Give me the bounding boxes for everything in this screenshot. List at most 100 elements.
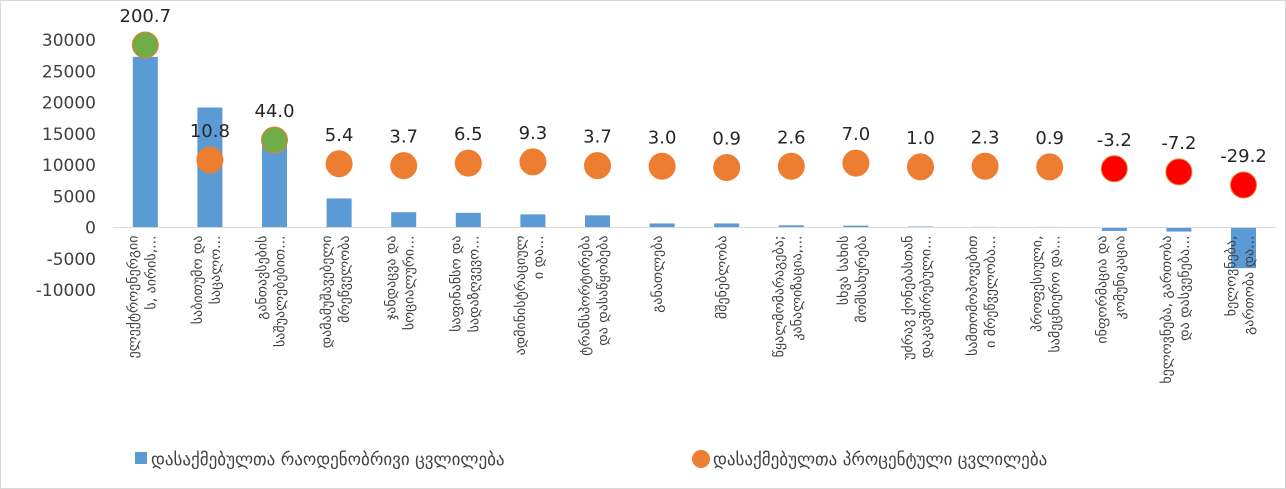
category-label: ხელოვნება, გართობა და...	[1224, 236, 1258, 335]
data-label: 5.4	[325, 125, 354, 146]
category-label: წყალმომარაგება; კანალიზაცია,...	[770, 236, 805, 358]
category-label-line: მომსახურება	[853, 236, 870, 323]
category-label: სხვა სახის მომსახურება	[836, 236, 870, 323]
marker-point	[648, 152, 676, 180]
category-label: დამამუშავებელი მრეწველობა	[319, 236, 353, 349]
data-label: 10.8	[190, 121, 230, 142]
bar	[132, 56, 158, 228]
category-label-line: მშენებლობა	[715, 236, 731, 320]
y-tick-label: 10000	[42, 156, 96, 176]
y-tick-label: -10000	[36, 281, 96, 301]
category-label-line: პროფესიული,	[1029, 236, 1046, 332]
bar	[455, 212, 481, 228]
marker-series	[131, 31, 1257, 199]
data-label: 44.0	[254, 101, 294, 122]
y-tick-label: 25000	[42, 62, 96, 82]
bar	[520, 214, 546, 228]
category-label-line: ხელოვნება,	[1224, 236, 1240, 317]
y-tick-label: -5000	[47, 250, 96, 270]
category-label: ტრანსპორტირება და დასაწყობება	[577, 236, 612, 356]
marker-point	[454, 149, 482, 177]
bar	[262, 140, 287, 228]
category-label-line: და დასაწყობება	[596, 236, 612, 346]
data-label: -29.2	[1220, 146, 1267, 167]
category-label-line: ჯანდაცვა და	[384, 236, 400, 321]
bar	[585, 215, 610, 228]
legend-label-markers: დასაქმებულთა პროცენტული ცვლილება	[713, 450, 1047, 470]
y-tick-label: 20000	[42, 94, 96, 114]
category-label-line: სხვა სახის	[836, 236, 852, 306]
category-label-line: ადმინისტრაციულ	[512, 235, 529, 355]
data-label: 3.7	[389, 127, 418, 148]
data-label: 1.0	[906, 128, 935, 149]
data-label: -3.2	[1097, 130, 1132, 151]
category-label-line: საბითუმო და	[190, 236, 206, 325]
category-label: ინფორმაცია და კომუნიკაცია	[1093, 236, 1128, 344]
data-label: 2.6	[777, 127, 806, 148]
legend: დასაქმებულთა რაოდენობრივი ცვლილება დასაქ…	[135, 450, 1047, 470]
marker-point	[1165, 158, 1193, 186]
category-label-line: უძრავ ქონებასთან	[900, 236, 917, 360]
data-label: 7.0	[842, 124, 871, 145]
data-labels: 200.7 10.8 44.0 5.4 3.7 6.5 9.3 3.7 3.0 0.9 2.6 7.0…	[120, 6, 1267, 167]
category-label: საბითუმო და საცალო...	[190, 236, 224, 325]
category-label-line: ხელოვნება, გართობა	[1158, 236, 1175, 384]
y-tick-label: 15000	[42, 125, 96, 145]
marker-point	[842, 149, 870, 177]
category-label-line: საფინანსო და	[448, 236, 464, 332]
category-label: ხელოვნება, გართობა და დასვენება...	[1158, 236, 1193, 384]
marker-point	[777, 152, 805, 180]
category-label-line: ინფორმაცია და	[1093, 236, 1110, 344]
y-tick-label: 30000	[42, 31, 96, 51]
category-label: მშენებლობა	[715, 236, 731, 320]
marker-point	[390, 152, 418, 180]
y-tick-label: 5000	[53, 187, 96, 207]
marker-point	[1230, 171, 1257, 199]
category-label-line: სამთომოპოვებით	[965, 236, 981, 356]
bar-series	[132, 56, 1256, 269]
data-label: 0.9	[712, 129, 741, 150]
bar	[1231, 227, 1256, 269]
category-label: სამთომოპოვებით ი მრეწველობა...	[965, 236, 999, 356]
marker-point	[325, 150, 353, 178]
category-label-line: წყალმომარაგება;	[770, 236, 787, 358]
data-label: -7.2	[1161, 133, 1196, 154]
category-label: ჯანდაცვა და სოციალური...	[384, 236, 418, 331]
category-label: საფინანსო და სადაზღვევო...	[448, 236, 482, 333]
legend-label-bars: დასაქმებულთა რაოდენობრივი ცვლილება	[151, 450, 505, 470]
bar	[1101, 227, 1127, 231]
category-label-line: სადაზღვევო...	[466, 236, 482, 333]
data-label: 3.0	[648, 127, 677, 148]
category-label: ადმინისტრაციულ ი და...	[512, 235, 547, 355]
category-label-line: და დასვენება...	[1177, 236, 1193, 341]
data-label: 200.7	[120, 6, 172, 27]
bar	[778, 225, 804, 228]
marker-point	[261, 126, 288, 154]
marker-point	[196, 146, 224, 174]
category-label-line: სოციალური...	[401, 236, 418, 331]
data-label: 6.5	[454, 124, 483, 145]
category-label-line: სამეცნიერო და...	[1047, 236, 1064, 353]
category-label-line: საცალო...	[208, 236, 224, 305]
category-label: ელექტროენერგიი ს, აირის,...	[124, 236, 159, 359]
category-label-line: ი მრეწველობა...	[982, 236, 999, 348]
bar	[843, 225, 869, 228]
marker-point	[713, 154, 741, 181]
data-label: 2.3	[971, 127, 1000, 148]
y-axis-ticks: 30000 25000 20000 15000 10000 5000 0 -5000 -1000…	[36, 31, 96, 301]
category-label-line: განათლება	[650, 236, 666, 313]
category-label-line: კანალიზაცია,...	[789, 236, 805, 341]
category-label-line: განთავსების	[255, 236, 271, 320]
category-label-line: ელექტროენერგიი	[124, 236, 141, 359]
marker-point	[907, 153, 934, 181]
legend-swatch-markers	[692, 450, 710, 468]
category-label-line: ტრანსპორტირება	[577, 236, 594, 356]
category-label: განთავსების საშუალებებით...	[255, 236, 289, 348]
category-label-line: დამამუშავებელი	[319, 236, 335, 349]
marker-point	[971, 152, 999, 180]
category-label: პროფესიული, სამეცნიერო და...	[1029, 236, 1064, 353]
legend-swatch-bars	[135, 452, 147, 464]
category-labels: ელექტროენერგიი ს, აირის,... საბითუმო და საც…	[124, 235, 1257, 383]
